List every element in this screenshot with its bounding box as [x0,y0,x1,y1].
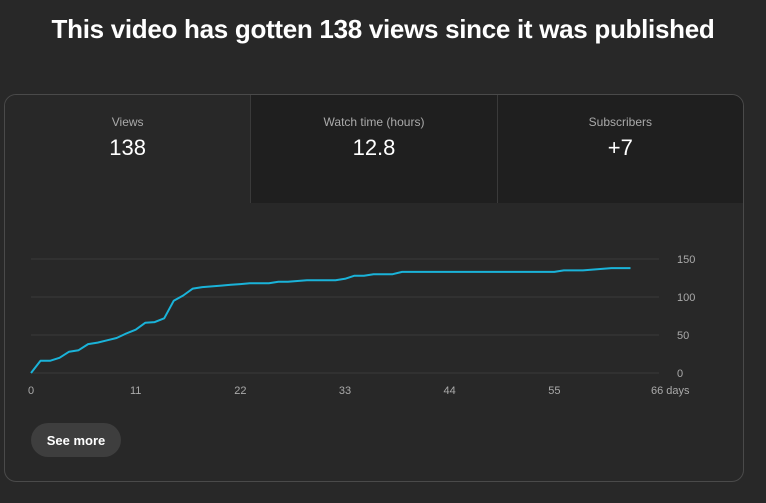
tab-subscribers[interactable]: Subscribers +7 [496,95,743,203]
chart-series [30,267,631,374]
y-tick-label: 150 [677,254,695,266]
see-more-button[interactable]: See more [31,423,121,457]
x-tick-label: 22 [234,385,246,397]
x-tick-label: 11 [130,385,141,397]
x-tick-label: 0 [28,385,34,397]
x-tick-label: 33 [339,385,351,397]
tab-watch-time-label: Watch time (hours) [323,115,425,129]
x-tick-label: 44 [444,385,456,397]
x-axis-ticks: 0 11 22 33 44 55 66 days [28,385,690,397]
tab-views-value: 138 [109,135,147,160]
headline: This video has gotten 138 views since it… [51,14,715,44]
tab-subscribers-label: Subscribers [588,115,652,129]
analytics-card: Views 138 Watch time (hours) 12.8 Subscr… [4,94,744,482]
tab-watch-time[interactable]: Watch time (hours) 12.8 [250,95,497,203]
tab-subscribers-value: +7 [607,135,633,160]
chart-grid [31,258,659,374]
y-axis-ticks: 0 50 100 150 [677,254,695,380]
tab-views[interactable]: Views 138 [5,95,251,203]
views-line-chart: 0 50 100 150 0 11 22 33 44 55 66 days [28,254,695,397]
y-tick-label: 100 [677,292,695,304]
x-tick-label: 66 days [651,385,690,397]
x-tick-label: 55 [548,385,560,397]
y-tick-label: 0 [677,368,683,380]
tab-views-label: Views [111,115,144,129]
views-series-line [30,267,631,374]
y-tick-label: 50 [677,330,689,342]
tab-watch-time-value: 12.8 [352,135,396,160]
metric-tabs: Views 138 Watch time (hours) 12.8 Subscr… [5,95,743,203]
